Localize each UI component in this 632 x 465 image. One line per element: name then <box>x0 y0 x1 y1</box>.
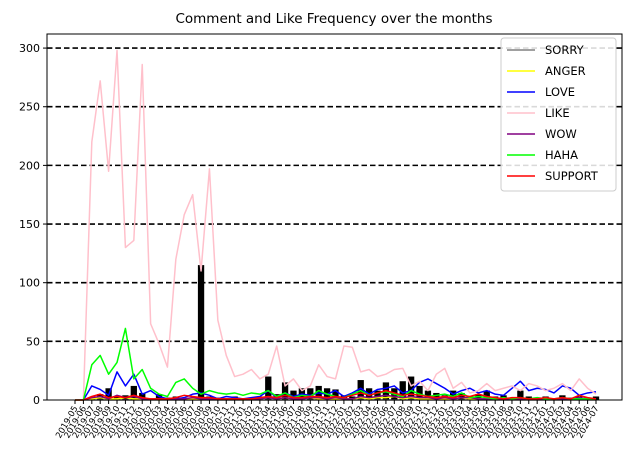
bar-2023-10 <box>517 390 524 400</box>
legend-label-like: LIKE <box>545 106 570 120</box>
y-tick-label-100: 100 <box>19 277 40 290</box>
legend-label-support: SUPPORT <box>545 169 599 183</box>
legend: SORRY ANGER LOVE LIKE WOW HAHA SUPPORT <box>500 37 617 192</box>
series-line-support <box>75 389 597 401</box>
y-tick-label-0: 0 <box>33 394 40 407</box>
series-line-love <box>75 371 597 401</box>
y-tick-label-300: 300 <box>19 42 40 55</box>
y-tick-label-50: 50 <box>26 335 40 348</box>
series-lines <box>75 49 597 401</box>
legend-box <box>500 37 617 192</box>
bar-2023-03 <box>458 392 465 400</box>
bar-2022-09 <box>407 376 415 400</box>
bar-2020-01 <box>139 392 146 400</box>
bar-2023-02 <box>449 390 457 400</box>
bar-2023-06 <box>483 390 490 400</box>
legend-label-wow: WOW <box>545 127 577 141</box>
bar-2021-12 <box>332 389 339 400</box>
y-tick-label-250: 250 <box>19 101 40 114</box>
legend-label-love: LOVE <box>545 85 575 99</box>
bar-2022-10 <box>416 385 423 400</box>
series-line-like <box>75 49 597 401</box>
bar-2022-11 <box>424 390 432 400</box>
legend-label-anger: ANGER <box>545 64 586 78</box>
bar-2022-08 <box>399 381 406 400</box>
bar-2019-12 <box>130 385 137 400</box>
bar-2020-08 <box>197 265 205 400</box>
bar-2021-09 <box>307 388 314 400</box>
legend-label-sorry: SORRY <box>545 43 585 57</box>
y-tick-label-200: 200 <box>19 159 40 172</box>
bar-2021-07 <box>290 390 297 400</box>
bar-2022-12 <box>433 392 440 400</box>
legend-label-haha: HAHA <box>545 148 578 162</box>
bar-2021-06 <box>281 382 289 400</box>
x-axis: 2019-052019-062019-072019-082019-092019-… <box>54 400 602 440</box>
y-axis: 0 50 100 150 200 250 300 <box>19 42 47 407</box>
y-tick-label-150: 150 <box>19 218 40 231</box>
bar-2022-05 <box>374 390 381 400</box>
chart-title: Comment and Like Frequency over the mont… <box>175 11 492 27</box>
bar-2021-04 <box>265 376 272 400</box>
plot-frame <box>46 33 623 401</box>
